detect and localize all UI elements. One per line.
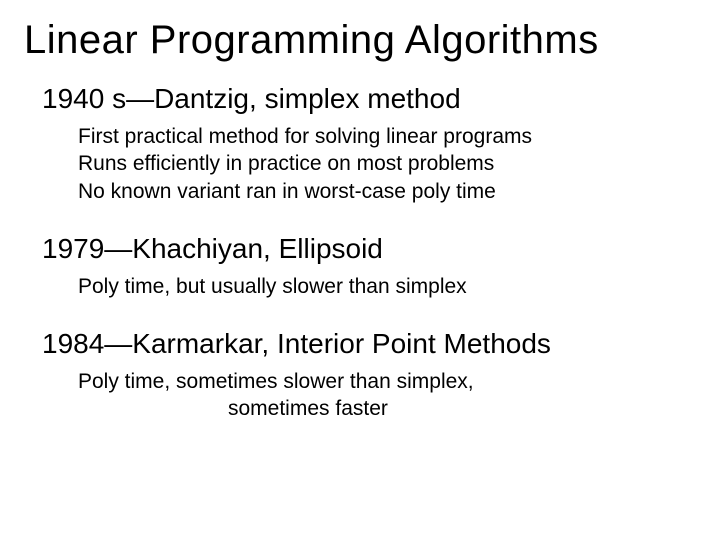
section-1-line-3: No known variant ran in worst-case poly …	[78, 178, 696, 205]
section-1: 1940 s—Dantzig, simplex method First pra…	[24, 83, 696, 205]
section-2-line-1: Poly time, but usually slower than simpl…	[78, 273, 696, 300]
slide-title: Linear Programming Algorithms	[24, 18, 696, 63]
section-3-heading: 1984—Karmarkar, Interior Point Methods	[42, 328, 696, 360]
section-2-body: Poly time, but usually slower than simpl…	[78, 273, 696, 300]
section-3: 1984—Karmarkar, Interior Point Methods P…	[24, 328, 696, 423]
section-3-body: Poly time, sometimes slower than simplex…	[78, 368, 696, 423]
section-2-heading: 1979—Khachiyan, Ellipsoid	[42, 233, 696, 265]
section-1-line-1: First practical method for solving linea…	[78, 123, 696, 150]
section-3-line-2: sometimes faster	[228, 395, 696, 422]
section-2: 1979—Khachiyan, Ellipsoid Poly time, but…	[24, 233, 696, 300]
section-1-body: First practical method for solving linea…	[78, 123, 696, 205]
section-1-heading: 1940 s—Dantzig, simplex method	[42, 83, 696, 115]
section-1-line-2: Runs efficiently in practice on most pro…	[78, 150, 696, 177]
section-3-line-1: Poly time, sometimes slower than simplex…	[78, 368, 696, 395]
